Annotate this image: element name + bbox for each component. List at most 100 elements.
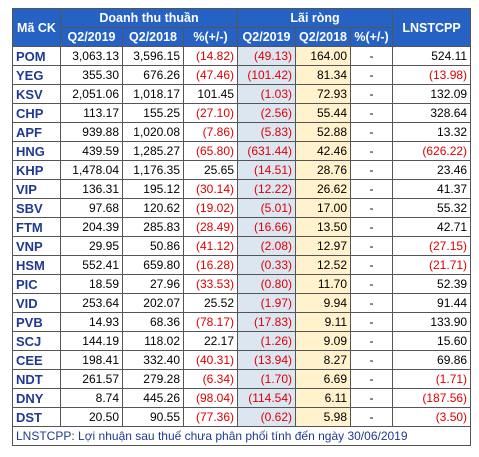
value-cell: (1.71) xyxy=(392,369,472,389)
value-cell: 285.83 xyxy=(122,217,184,237)
value-cell: 55.32 xyxy=(392,198,472,218)
stock-code: NDT xyxy=(12,369,61,389)
value-cell: 552.41 xyxy=(60,255,123,275)
value-cell: (41.12) xyxy=(182,236,239,256)
value-cell: - xyxy=(350,388,394,408)
value-cell: 8.74 xyxy=(60,388,123,408)
value-cell: 14.93 xyxy=(60,312,123,332)
value-cell: 13.32 xyxy=(392,122,472,142)
value-cell: (14.82) xyxy=(182,46,239,66)
stock-code: FTM xyxy=(12,217,61,237)
value-cell: 13.50 xyxy=(295,217,352,237)
value-cell: - xyxy=(350,122,394,142)
data-row: VNP 29.95 50.86 (41.12) (2.08) 12.97- (27.15) xyxy=(12,236,472,256)
value-cell: - xyxy=(350,312,394,332)
stock-code: PVB xyxy=(12,312,61,332)
value-cell: 676.26 xyxy=(122,65,184,85)
value-cell: 42.71 xyxy=(392,217,472,237)
data-row: DST 20.50 90.55 (77.36) (0.62) 5.98- (3.50) xyxy=(12,407,472,427)
value-cell: 6.11 xyxy=(295,388,352,408)
value-cell: 20.50 xyxy=(60,407,123,427)
stock-code: SBV xyxy=(12,198,61,218)
value-cell: 52.88 xyxy=(295,122,352,142)
value-cell: 69.86 xyxy=(392,350,472,370)
value-cell: (30.14) xyxy=(182,179,239,199)
value-cell: 155.25 xyxy=(122,103,184,123)
value-cell: 68.36 xyxy=(122,312,184,332)
value-cell: 11.70 xyxy=(295,274,352,294)
stock-code: VIP xyxy=(12,179,61,199)
footer-row: LNSTCPP: Lợi nhuận sau thuế chưa phân ph… xyxy=(11,426,472,446)
value-cell: 164.00 xyxy=(295,46,352,66)
value-cell: 1,018.17 xyxy=(122,84,184,104)
value-cell: 72.93 xyxy=(295,84,352,104)
value-cell: 3,596.15 xyxy=(122,46,184,66)
value-cell: 1,478.04 xyxy=(60,160,123,180)
value-cell: (3.50) xyxy=(392,407,472,427)
value-cell: - xyxy=(350,407,394,427)
value-cell: 81.34 xyxy=(295,65,352,85)
value-cell: (2.56) xyxy=(237,103,297,123)
value-cell: (0.62) xyxy=(237,407,297,427)
stock-code: DST xyxy=(12,407,61,427)
value-cell: - xyxy=(350,293,394,313)
value-cell: 202.07 xyxy=(122,293,184,313)
value-cell: (114.54) xyxy=(237,388,297,408)
subheader-row: Q2/2019 Q2/2018 %(+/-) Q2/2019 Q2/2018 %(+/-) xyxy=(13,27,471,47)
stock-code: VNP xyxy=(12,236,61,256)
value-cell: 2,051.06 xyxy=(60,84,123,104)
stock-code: HNG xyxy=(12,141,61,161)
value-cell: 3,063.13 xyxy=(60,46,123,66)
header-cell: LNSTCPP xyxy=(392,8,472,47)
value-cell: 42.46 xyxy=(295,141,352,161)
value-cell: (28.49) xyxy=(182,217,239,237)
value-cell: 101.45 xyxy=(182,84,239,104)
value-cell: 52.39 xyxy=(392,274,472,294)
value-cell: (65.80) xyxy=(182,141,239,161)
value-cell: 27.96 xyxy=(122,274,184,294)
value-cell: (78.17) xyxy=(182,312,239,332)
data-row: NDT 261.57 279.28 (6.34) (1.70) 6.69- (1.71) xyxy=(12,369,472,389)
value-cell: (2.08) xyxy=(237,236,297,256)
value-cell: 90.55 xyxy=(122,407,184,427)
value-cell: 55.44 xyxy=(295,103,352,123)
data-row: SBV 97.68 120.62 (19.02) (5.01) 17.00-55.32 xyxy=(12,198,472,218)
value-cell: (13.94) xyxy=(237,350,297,370)
value-cell: 12.52 xyxy=(295,255,352,275)
value-cell: 9.11 xyxy=(295,312,352,332)
value-cell: (1.70) xyxy=(237,369,297,389)
value-cell: (0.80) xyxy=(237,274,297,294)
value-cell: 439.59 xyxy=(60,141,123,161)
value-cell: 91.44 xyxy=(392,293,472,313)
value-cell: (21.71) xyxy=(392,255,472,275)
value-cell: - xyxy=(350,198,394,218)
value-cell: (19.02) xyxy=(182,198,239,218)
value-cell: (1.03) xyxy=(237,84,297,104)
value-cell: (47.46) xyxy=(182,65,239,85)
subheader-cell: Q2/2019 xyxy=(60,27,123,47)
data-row: CEE 198.41 332.40 (40.31) (13.94) 8.27-69.86 xyxy=(12,350,472,370)
value-cell: 195.12 xyxy=(122,179,184,199)
value-cell: 97.68 xyxy=(60,198,123,218)
value-cell: - xyxy=(350,46,394,66)
value-cell: - xyxy=(350,350,394,370)
value-cell: 253.64 xyxy=(60,293,123,313)
value-cell: 17.00 xyxy=(295,198,352,218)
data-row: DNY 8.74 445.26 (98.04) (114.54) 6.11- (187.56… xyxy=(12,388,472,408)
stock-code: POM xyxy=(12,46,61,66)
stock-code: SCJ xyxy=(12,331,61,351)
value-cell: 524.11 xyxy=(392,46,472,66)
header-row: Mã CK Doanh thu thuần Lãi ròng LNSTCPP xyxy=(12,8,472,47)
value-cell: 25.52 xyxy=(182,293,239,313)
value-cell: - xyxy=(350,179,394,199)
value-cell: 1,020.08 xyxy=(122,122,184,142)
value-cell: (187.56) xyxy=(392,388,472,408)
value-cell: 144.19 xyxy=(60,331,123,351)
value-cell: 6.69 xyxy=(295,369,352,389)
header-cell: Mã CK xyxy=(12,8,61,47)
value-cell: 279.28 xyxy=(122,369,184,389)
value-cell: 50.86 xyxy=(122,236,184,256)
value-cell: - xyxy=(350,103,394,123)
subheader-cell: Q2/2019 xyxy=(237,27,297,47)
